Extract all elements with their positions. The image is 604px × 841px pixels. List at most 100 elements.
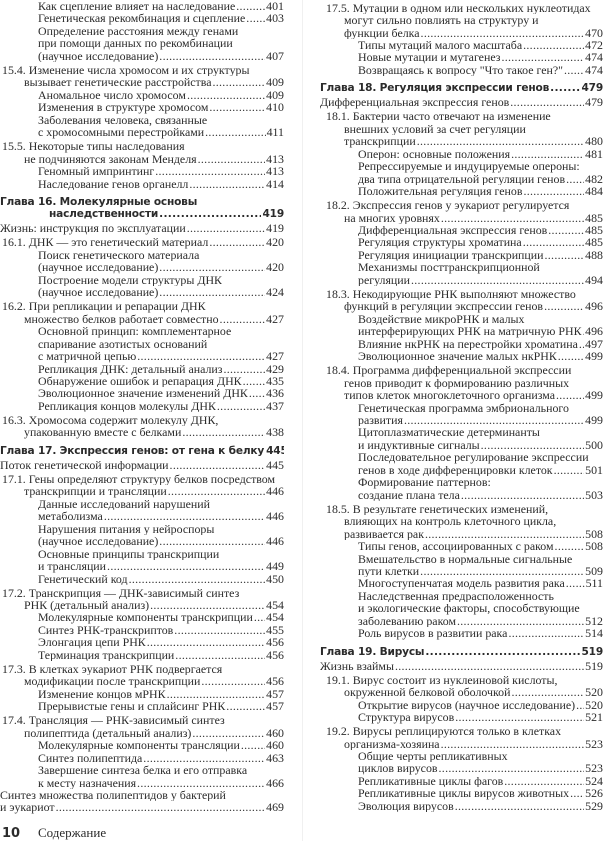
toc-entry-title: окруженной белковой оболочкой (344, 686, 511, 699)
toc-page-number: 512 (585, 614, 603, 628)
toc-entry-title: 16.1. ДНК — это генетический материал (2, 236, 209, 249)
toc-page-number: 496 (585, 325, 603, 338)
toc-entry-line: Аномальное число хромосом 409 (0, 89, 284, 101)
dot-leader (146, 636, 265, 648)
toc-page-number: 472 (585, 38, 603, 52)
toc-entry-sub: Положительная регуляция генов 484 (320, 185, 603, 197)
toc-page-number: 419 (266, 222, 284, 235)
dot-leader (480, 439, 585, 451)
toc-entry-sub: Терминация транскрипции 456 (0, 649, 284, 661)
toc-entry-title: генов приводит к формированию различных (344, 376, 570, 390)
dot-leader (555, 389, 584, 401)
dot-leader (222, 363, 265, 375)
dot-leader (166, 688, 266, 700)
toc-entry-line: 16.3. Хромосома содержит молекулу ДНК, (0, 414, 284, 426)
toc-entry-line: с хромосомными перестройками 411 (0, 126, 284, 138)
toc-entry-title: развития (358, 413, 403, 427)
toc-page-number: 509 (585, 565, 603, 578)
toc-page-number: 508 (585, 540, 603, 553)
toc-page-number: 485 (585, 236, 603, 249)
dot-leader (416, 135, 584, 147)
toc-entry-line: организма-хозяина 523 (320, 738, 603, 750)
toc-entry-line: Определение расстояния между генами (0, 25, 284, 37)
toc-entry-line: Оперон: основные положения 481 (320, 148, 603, 160)
toc-entry-title: транскрипции (344, 135, 416, 148)
toc-page-number: 499 (585, 413, 603, 427)
toc-entry-line: вызывает генетические расстройства 409 (0, 76, 284, 88)
toc-entry-title: и экологические факторы, способствующие (358, 602, 580, 615)
dot-leader (173, 624, 265, 636)
dot-leader (438, 762, 585, 774)
toc-page-number: 409 (266, 76, 284, 89)
toc-page-number: 436 (266, 387, 284, 400)
toc-entry-line: транскрипции и трансляции 446 (0, 485, 284, 497)
toc-entry-title: Нарушения питания у нейроспоры (38, 522, 215, 536)
toc-entry-sub: Структура вирусов 521 (320, 711, 603, 723)
toc-entry-top: Жизнь: инструкция по эксплуатации 419 (0, 222, 284, 234)
dot-leader (509, 96, 584, 108)
toc-entry-section: 19.1. Вирус состоит из нуклеиновой кисло… (320, 674, 603, 699)
dot-leader (563, 64, 584, 76)
dot-leader (569, 787, 584, 799)
toc-entry-section: 17.4. Трансляция — РНК-зависимый синтез п… (0, 714, 284, 739)
toc-entry-title: Элонгация цепи РНК (38, 636, 146, 649)
toc-entry-section: 15.4. Изменение числа хромосом и их стру… (0, 64, 284, 89)
toc-entry-title: не подчиняются законам Менделя (24, 152, 197, 166)
toc-entry-title: внешних условий за счет регуляции (344, 122, 526, 136)
toc-page-number: 446 (266, 510, 284, 523)
toc-entry-title: Общие черты репликативных (358, 750, 508, 763)
dot-leader (158, 208, 261, 220)
toc-page-number: 456 (266, 648, 284, 662)
dot-leader (136, 777, 265, 789)
toc-page-number: 437 (266, 399, 284, 413)
toc-page-number: 488 (585, 248, 603, 262)
toc-entry-title: Генетическая рекомбинация и сцепление (38, 12, 246, 25)
toc-entry-line: Данные исследований нарушений (0, 498, 284, 510)
toc-entry-title: организма-хозяина (344, 737, 440, 751)
toc-page-number: 401 (266, 0, 284, 13)
dot-leader (169, 459, 266, 471)
toc-entry-line: при помощи данных по рекомбинации (0, 37, 284, 49)
toc-page-number: 424 (266, 286, 284, 299)
toc-entry-section: 17.1. Гены определяют структуру белков п… (0, 473, 284, 498)
dot-leader (403, 414, 584, 426)
toc-page-number: 407 (266, 49, 284, 63)
dot-leader (208, 236, 265, 248)
toc-entry-line: Роль вирусов в развитии рака 514 (320, 627, 603, 639)
toc-entry-line: Дифференциальная экспрессия генов 479 (320, 96, 603, 108)
toc-entry-title: Основные принципы транскрипции (38, 547, 220, 561)
dot-leader (181, 426, 265, 438)
toc-entry-title: Обнаружение ошибок и репарация ДНК (38, 375, 242, 388)
toc-entry-title: 18.1. Бактерии часто отвечают на изменен… (326, 110, 551, 123)
toc-entry-line: заболеванию раком 512 (320, 615, 603, 627)
toc-entry-line: два типа отрицательной регуляции генов 48… (320, 173, 603, 185)
toc-entry-line: Возвращаясь к вопросу "Что такое ген?" 47… (320, 64, 603, 76)
toc-page-number: 500 (585, 438, 603, 452)
toc-entry-title: Воздействие микроРНК и малых (358, 312, 525, 326)
toc-entry-line: окруженной белковой оболочкой 520 (320, 686, 603, 698)
toc-entry-title: Аномальное число хромосом (38, 88, 186, 102)
toc-entry-title: типов клеток многоклеточного организма (344, 389, 556, 402)
toc-entry-title: с матричной цепью (38, 350, 137, 363)
toc-entry-line: на многих уровнях 485 (320, 212, 603, 224)
toc-entry-line: Изменения в структуре хромосом 410 (0, 101, 284, 113)
toc-entry-line: Нарушения питания у нейроспоры (0, 523, 284, 535)
toc-entry-title: 17.5. Мутации в одном или нескольких нук… (326, 1, 591, 15)
toc-entry-sub: Генетическая программа эмбрионального раз… (320, 402, 603, 427)
toc-entry-title: пути клетки (358, 565, 420, 578)
toc-column-right: 17.5. Мутации в одном или нескольких нук… (320, 0, 603, 813)
toc-entry-sub: Обнаружение ошибок и репарация ДНК 435 (0, 375, 284, 387)
toc-entry-title: могут сильно повлиять на структуру и (344, 14, 539, 27)
toc-entry-line: Открытие вирусов (научное исследование) 5… (320, 699, 603, 711)
toc-entry-title: Поток генетической информации (0, 458, 169, 472)
toc-entry-sub: Репликация ДНК: детальный анализ 429 (0, 363, 284, 375)
toc-entry-title: Как сцепление влияет на наследование (38, 0, 236, 13)
toc-entry-sub: Репликативные циклы вирусов животных 526 (320, 787, 603, 799)
dot-leader (511, 686, 585, 698)
toc-page-number: 466 (266, 776, 284, 789)
toc-entry-chapter: Глава 17. Экспрессия генов: от гена к бе… (0, 445, 284, 457)
toc-entry-chapter: Глава 16. Молекулярные основы наследствен… (0, 196, 284, 221)
toc-entry-sub: Нарушения питания у нейроспоры (научное и… (0, 523, 284, 548)
toc-entry-section: 17.2. Транскрипция — ДНК-зависимый синте… (0, 587, 284, 612)
toc-page-number: 474 (585, 63, 603, 77)
